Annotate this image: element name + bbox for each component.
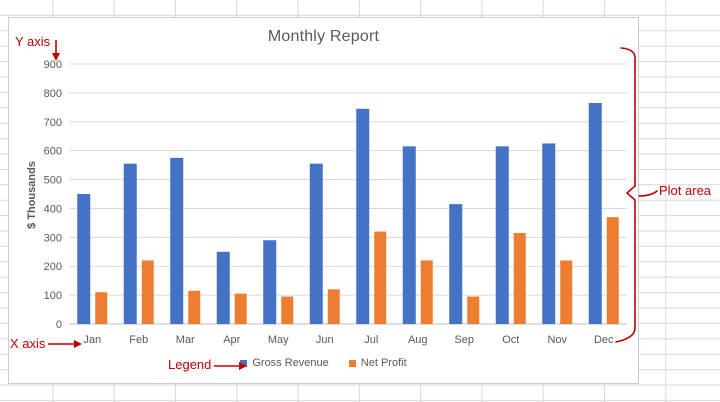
bar-net-profit-aug[interactable] [420, 260, 433, 324]
bar-gross-revenue-jan[interactable] [77, 194, 91, 324]
legend-item-gross-revenue[interactable]: Gross Revenue [240, 357, 329, 369]
chart-title[interactable]: Monthly Report [267, 28, 380, 45]
bar-gross-revenue-aug[interactable] [402, 146, 416, 324]
y-tick-label: 700 [44, 117, 62, 129]
annotation-plot-area: Plot area [659, 183, 712, 198]
x-tick-label-feb: Feb [129, 334, 148, 346]
bar-gross-revenue-sep[interactable] [449, 204, 463, 324]
bar-gross-revenue-nov[interactable] [542, 143, 556, 324]
legend-label-net-profit: Net Profit [360, 357, 407, 369]
legend-item-net-profit[interactable]: Net Profit [348, 357, 407, 369]
bar-net-profit-mar[interactable] [188, 290, 201, 324]
annotation-x-axis: X axis [10, 336, 46, 351]
y-tick-label: 300 [44, 232, 62, 244]
plot-area-connector [638, 190, 658, 197]
bar-gross-revenue-mar[interactable] [170, 157, 184, 324]
bar-net-profit-feb[interactable] [141, 260, 154, 324]
x-tick-label-dec: Dec [594, 334, 614, 346]
bar-gross-revenue-jun[interactable] [309, 163, 323, 324]
x-tick-label-jun: Jun [316, 334, 334, 346]
y-tick-label: 600 [44, 146, 62, 158]
x-tick-label-jan: Jan [83, 334, 101, 346]
y-axis-title: $ Thousands [26, 161, 38, 229]
bar-net-profit-apr[interactable] [234, 293, 247, 324]
x-tick-label-aug: Aug [408, 334, 428, 346]
bar-gross-revenue-oct[interactable] [495, 146, 509, 324]
x-tick-label-jul: Jul [364, 334, 378, 346]
y-tick-label: 800 [44, 88, 62, 100]
annotation-y-axis: Y axis [15, 34, 51, 49]
y-tick-label: 200 [44, 261, 62, 273]
bar-net-profit-jan[interactable] [95, 292, 108, 324]
bar-net-profit-oct[interactable] [513, 233, 526, 324]
bar-net-profit-jul[interactable] [374, 231, 387, 324]
chart[interactable]: Monthly Report 0 100 200 300 400 500 600 700 800… [8, 17, 639, 384]
x-tick-label-may: May [268, 334, 289, 346]
x-tick-label-nov: Nov [547, 334, 567, 346]
bar-gross-revenue-jul[interactable] [356, 108, 370, 325]
y-tick-label: 400 [44, 203, 62, 215]
annotation-legend: Legend [168, 357, 212, 372]
bar-net-profit-jun[interactable] [327, 289, 340, 324]
bar-net-profit-sep[interactable] [467, 296, 480, 324]
x-tick-label-apr: Apr [223, 334, 240, 346]
x-tick-label-mar: Mar [176, 334, 195, 346]
legend-swatch-net-profit [348, 359, 356, 367]
chart-legend[interactable]: Gross Revenue Net Profit [9, 357, 638, 369]
bar-net-profit-may[interactable] [281, 296, 294, 324]
x-tick-label-sep: Sep [454, 334, 474, 346]
y-tick-label: 500 [44, 175, 62, 187]
x-tick-label-oct: Oct [502, 334, 519, 346]
bar-gross-revenue-dec[interactable] [588, 103, 602, 324]
legend-label-gross-revenue: Gross Revenue [252, 357, 329, 369]
y-tick-label: 0 [56, 319, 62, 331]
bar-gross-revenue-apr[interactable] [216, 251, 230, 324]
y-tick-label: 100 [44, 290, 62, 302]
bar-net-profit-dec[interactable] [606, 217, 619, 324]
y-tick-label: 900 [44, 59, 62, 71]
legend-swatch-gross-revenue [240, 359, 248, 367]
bar-gross-revenue-feb[interactable] [123, 163, 137, 324]
plot-area[interactable]: 0 100 200 300 400 500 600 700 800 900 Jan Feb Mar Apr… [9, 18, 638, 383]
bar-gross-revenue-may[interactable] [263, 240, 277, 324]
bar-net-profit-nov[interactable] [560, 260, 573, 324]
